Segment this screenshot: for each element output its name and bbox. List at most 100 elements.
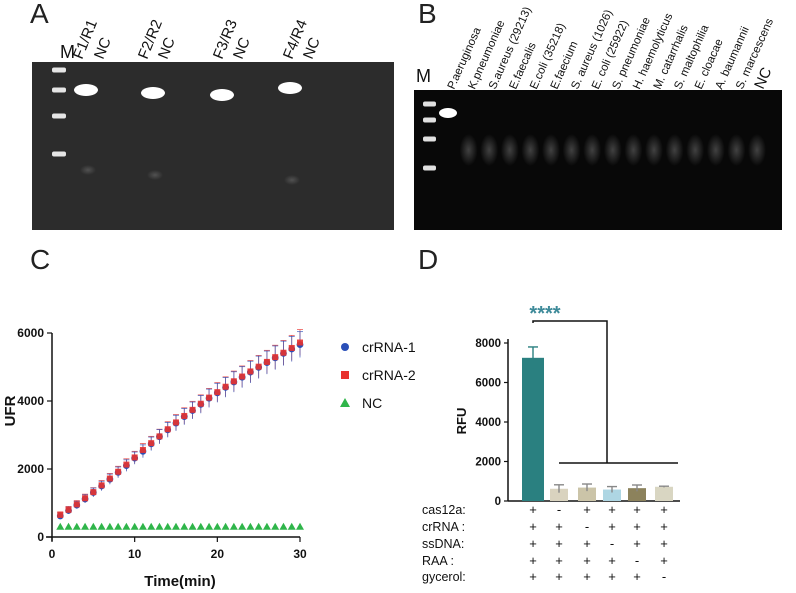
gel-b-smear [459,134,478,166]
chart-c-point-nc [81,522,90,530]
gel-b-ladder-band [423,165,436,171]
condition-symbol: + [583,553,591,568]
chart-c-xtick-label: 0 [49,547,56,561]
chart-c-point-nc [56,522,65,530]
chart-c-ytick-label: 2000 [17,462,44,476]
gel-b-smear [583,134,602,166]
condition-symbol: - [635,553,639,568]
gel-a-lane-label: NC [300,35,324,62]
chart-c-point-crrna2 [123,461,130,468]
gel-b-smear [727,134,746,166]
chart-c-point-nc [188,522,197,530]
chart-c-ytick-label: 0 [37,530,44,544]
legend-marker-nc [340,398,350,407]
legend-label: crRNA-1 [362,339,416,355]
chart-c-point-nc [271,522,280,530]
panel-label-b: B [418,0,437,29]
chart-c-point-crrna2 [156,433,163,440]
chart-c-point-crrna2 [106,475,113,482]
gel-a-bands [52,67,302,185]
chart-c-point-nc [155,522,164,530]
chart-d-bar [628,488,646,501]
chart-d-ytick-label: 2000 [475,457,501,469]
chart-c-point-nc [213,522,222,530]
chart-c-point-nc [114,522,123,530]
chart-c-point-nc [147,522,156,530]
chart-c-point-crrna2 [139,446,146,453]
condition-symbol: + [660,502,668,517]
condition-symbol: + [555,519,563,534]
gel-b-smear [686,134,705,166]
panel-label-d: D [418,244,439,275]
condition-symbol: + [555,569,563,584]
condition-symbol: + [608,569,616,584]
condition-symbol: - [585,519,589,534]
gel-a-lane-label: NC [230,35,254,62]
legend-marker-crrna2 [341,371,349,379]
chart-c-point-crrna2 [173,419,179,426]
gel-b-smear [480,134,499,166]
gel-a-lane-label: NC [155,35,179,62]
gel-b-ladder-band [423,136,436,142]
chart-c-point-crrna2 [288,344,295,351]
chart-c-point-crrna2 [272,354,279,361]
chart-c-point-nc [279,522,288,530]
condition-symbol: + [529,553,537,568]
gel-b-smear [645,134,663,166]
gel-b-product-band [439,108,457,118]
chart-c-point-nc [287,522,296,530]
chart-c-point-nc [163,522,172,530]
chart-c-point-crrna2 [131,454,138,461]
panel-label-c: C [30,244,51,275]
panel-label-a: A [30,0,49,29]
chart-c-point-nc [221,522,230,530]
chart-d-ylabel: RFU [454,408,469,435]
chart-c: UFR Time(min) 0 2000 4000 6000 0 10 20 30 crRNA-… [2,326,416,590]
chart-c-ytick-label: 6000 [17,326,44,340]
condition-symbol: + [660,519,668,534]
condition-symbol: + [608,502,616,517]
chart-d-bar [522,357,544,501]
gel-b-smear [665,134,684,166]
chart-c-point-crrna2 [148,440,155,447]
condition-row-label: RAA : [422,554,454,568]
gel-a-lane-label: NC [91,35,115,62]
chart-c-point-crrna2 [214,389,221,396]
chart-c-point-nc [180,522,189,530]
condition-symbol: + [633,536,641,551]
chart-c-point-nc [196,522,205,530]
gel-b-smear [706,134,725,166]
chart-c-point-crrna2 [90,489,97,496]
condition-symbol: + [608,553,616,568]
condition-symbol: + [583,569,591,584]
condition-symbol: + [529,536,537,551]
chart-c-point-crrna2 [189,406,196,413]
gel-a-ladder-band [52,113,66,119]
chart-c-point-nc [246,522,255,530]
chart-c-xtick-label: 20 [211,547,225,561]
chart-c-point-crrna2 [280,349,287,356]
gel-a-product-band [74,84,98,96]
chart-c-point-crrna2 [263,358,270,365]
chart-c-point-nc [296,522,304,530]
legend-label: crRNA-2 [362,367,416,383]
chart-c-point-nc [130,522,139,530]
chart-c-xtick-label: 30 [293,547,307,561]
chart-c-point-crrna2 [239,373,246,380]
gel-b-smear [562,134,581,166]
chart-d-ytick-label: 4000 [475,417,501,429]
chart-d-ytick-label: 6000 [475,378,501,390]
chart-c-point-crrna2 [98,482,105,489]
chart-c-point-nc [97,522,106,530]
chart-c-point-crrna2 [115,468,122,475]
chart-c-point-crrna2 [65,506,72,513]
chart-c-point-crrna2 [206,394,213,401]
gel-a-product-band [278,82,302,94]
chart-d-ytick-label: 8000 [475,338,501,350]
chart-d-bar [550,488,568,501]
legend-label: NC [362,395,382,411]
gel-a-marker-label: M [60,42,75,62]
chart-c-point-nc [138,522,147,530]
